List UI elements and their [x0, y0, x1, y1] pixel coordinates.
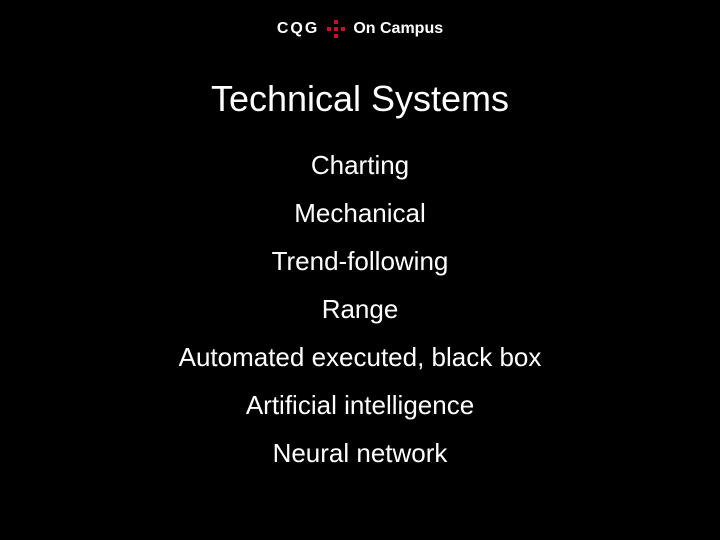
logo-brand: CQG	[277, 20, 319, 38]
list-item: Artificial intelligence	[246, 390, 474, 421]
logo-row: CQG On Campus	[0, 20, 720, 38]
logo-campus: On Campus	[353, 20, 443, 38]
list-item: Trend-following	[272, 246, 449, 277]
list-item: Charting	[311, 150, 409, 181]
list-item: Mechanical	[294, 198, 426, 229]
list-item: Range	[322, 294, 399, 325]
items-list: Charting Mechanical Trend-following Rang…	[0, 150, 720, 469]
slide: CQG On Campus Technical Systems Charting…	[0, 0, 720, 540]
list-item: Automated executed, black box	[179, 342, 542, 373]
slide-title: Technical Systems	[0, 78, 720, 120]
list-item: Neural network	[273, 438, 448, 469]
logo-dots-icon	[327, 20, 345, 38]
